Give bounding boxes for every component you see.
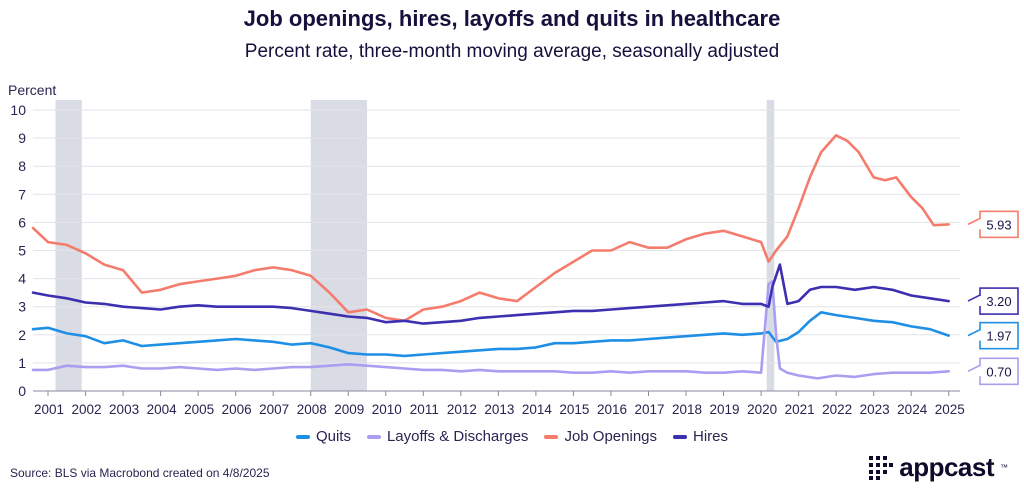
y-tick-label: 1 [18,355,26,371]
x-tick-label: 2010 [372,402,402,417]
x-tick-label: 2025 [935,402,965,417]
end-label-pointer [967,217,981,231]
x-tick-label: 2021 [785,402,815,417]
x-tick-label: 2024 [897,402,928,417]
legend-item: Job Openings [544,428,657,445]
logo-text: appcast [899,452,994,482]
recession-band-3 [766,100,775,391]
x-tick-label: 2013 [484,402,514,417]
y-tick-label: 3 [18,299,26,315]
end-label-value: 1.97 [986,329,1011,344]
appcast-logo: appcast ™ [869,452,1008,483]
legend: Quits Layoffs & Discharges Job Openings Hir… [0,428,1024,445]
legend-swatch [544,434,559,439]
x-tick-label: 2007 [259,402,289,417]
end-labels: 1.97 0.70 5.93 3.20 [967,210,1019,386]
legend-item: Hires [673,428,728,445]
x-tick-label: 2022 [822,402,852,417]
recession-band-2 [310,100,368,391]
dot-grid-icon [869,455,894,480]
legend-label: Hires [693,428,729,445]
end-label-joint [979,330,982,341]
series-line-layoffs-discharges [31,280,951,380]
x-tick-label: 2002 [72,402,102,417]
source-note: Source: BLS via Macrobond created on 4/8… [10,466,270,480]
legend-label: Quits [315,428,351,445]
x-tick-label: 2014 [522,402,553,417]
series-line-hires [31,263,951,325]
legend-item: Layoffs & Discharges [366,428,529,445]
end-label-value: 0.70 [986,364,1011,379]
end-label-value: 3.20 [986,294,1011,309]
x-tick-label: 2003 [109,402,139,417]
x-tick-label: 2001 [34,402,64,417]
series-line-quits [31,310,951,358]
end-label-box [979,357,1019,386]
series-line-job-openings [31,134,951,323]
y-tick-label: 7 [18,186,26,202]
y-tick-label: 0 [18,383,26,399]
legend-label: Layoffs & Discharges [386,428,529,445]
x-tick-label: 2008 [297,402,327,417]
logo-trademark: ™ [1000,463,1008,472]
x-tick-label: 2005 [184,402,214,417]
y-tick-label: 6 [18,214,26,230]
y-tick-label: 9 [18,130,26,146]
x-tick-label: 2018 [672,402,702,417]
end-label-pointer [967,328,981,342]
legend-label: Job Openings [564,428,658,445]
y-tick-label: 2 [18,327,26,343]
legend-swatch [673,434,688,439]
end-label-joint [979,219,982,230]
legend-swatch [366,434,381,439]
end-label-pointer [967,293,981,308]
x-tick-label: 2011 [410,402,439,417]
y-tick-label: 8 [18,158,26,174]
chart-subtitle: Percent rate, three-month moving average… [244,41,780,62]
x-tick-label: 2004 [147,402,178,417]
y-tick-label: 5 [18,243,26,259]
x-tick-label: 2017 [634,402,664,417]
series-lines [31,134,951,380]
legend-swatch [295,434,310,439]
y-tick-label: 10 [10,102,26,118]
end-label-box [979,321,1019,350]
x-tick-label: 2019 [710,402,740,417]
x-tick-label: 2020 [747,402,777,417]
x-tick-label: 2009 [334,402,364,417]
chart-title: Job openings, hires, layoffs and quits i… [243,6,781,31]
y-axis-label: Percent [8,82,56,98]
x-tick-label: 2015 [559,402,589,417]
end-label-joint [979,366,982,377]
legend-item: Quits [295,428,351,445]
end-label-value: 5.93 [986,217,1011,232]
y-axis-ticks: 0 1 2 3 4 5 6 7 8 9 10 [10,102,26,399]
x-tick-label: 2006 [222,402,252,417]
gridlines [33,109,960,392]
y-tick-label: 4 [18,271,26,287]
x-tick-label: 2023 [860,402,890,417]
x-tick-label: 2016 [597,402,627,417]
x-axis-ticks: 2001 2002 2003 2004 2005 2006 2007 2008 2009 2010… [34,391,965,417]
x-tick-label: 2012 [447,402,477,417]
end-label-pointer [967,364,981,378]
recession-bands [55,100,775,391]
end-label-joint [979,296,982,307]
